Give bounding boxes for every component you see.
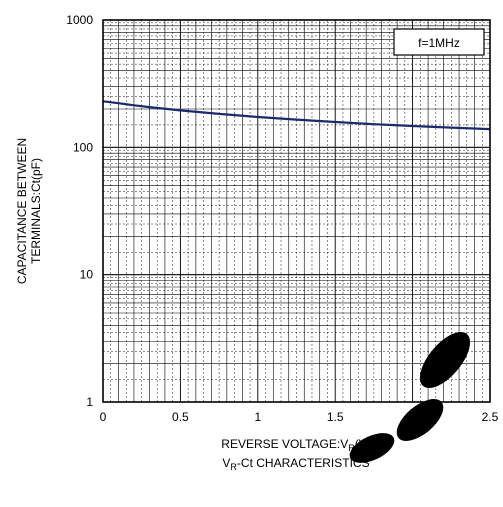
x-tick-label: 0 <box>100 410 107 424</box>
x-tick-label: 0.5 <box>172 410 189 424</box>
watermark-mark-1 <box>419 331 471 389</box>
watermark-mark-3 <box>349 433 395 463</box>
annotation-frame <box>393 28 485 56</box>
x-tick-label: 1.5 <box>327 410 344 424</box>
grid <box>103 20 490 402</box>
plot-frame <box>102 19 491 403</box>
x-axis-title: REVERSE VOLTAGE:VR(V) <box>221 437 370 453</box>
chart-title: VR-Ct CHARACTERISTICS <box>222 456 369 472</box>
y-tick-label: 100 <box>73 140 93 154</box>
y-tick-label: 1 <box>86 395 93 409</box>
x-tick-label: 1 <box>254 410 261 424</box>
y-axis-title-line1: CAPACITANCE BETWEEN <box>15 138 29 284</box>
annotation-box: f=1MHz <box>393 28 485 56</box>
x-tick-label: 2.5 <box>482 410 499 424</box>
y-axis-title: CAPACITANCE BETWEEN TERMINALS:Ct(pF) <box>15 138 43 284</box>
annotation-text: f=1MHz <box>418 36 460 50</box>
series-layer <box>102 100 491 131</box>
watermark <box>349 331 471 463</box>
y-axis-title-line2: TERMINALS:Ct(pF) <box>29 158 43 264</box>
y-axis-ticks: 1 10 100 1000 <box>66 13 93 409</box>
y-tick-label: 10 <box>80 268 94 282</box>
series-line <box>102 100 491 131</box>
watermark-mark-2 <box>396 399 444 441</box>
y-tick-label: 1000 <box>66 13 93 27</box>
